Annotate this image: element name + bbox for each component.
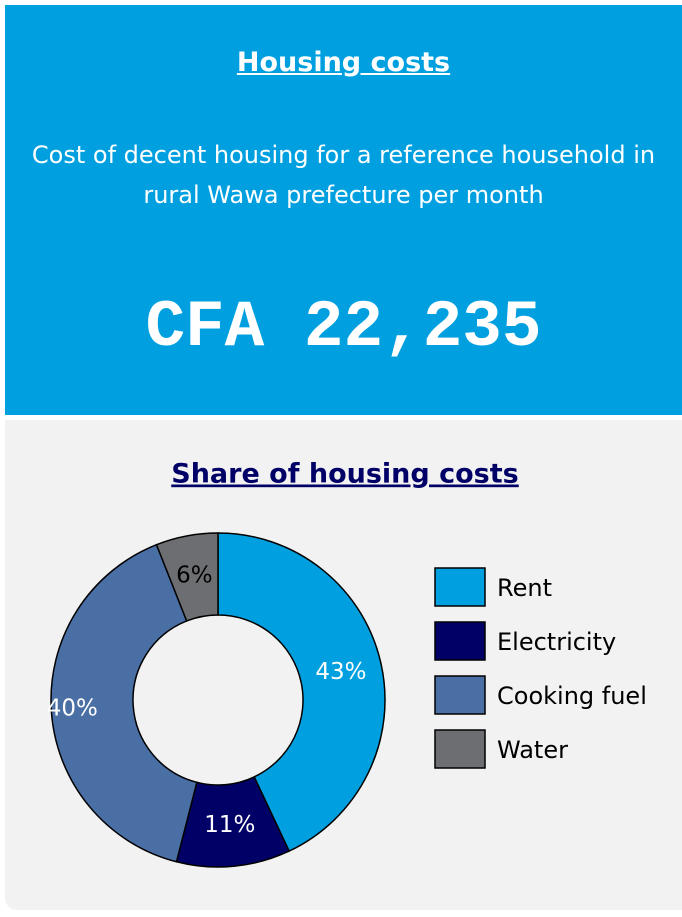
donut-segment — [155, 532, 219, 622]
legend-swatch — [434, 729, 486, 769]
legend-label: Water — [497, 736, 568, 764]
legend-swatch — [434, 567, 486, 607]
legend-swatch — [434, 675, 486, 715]
legend-label: Electricity — [497, 628, 616, 656]
header-description: Cost of decent housing for a reference h… — [31, 141, 656, 209]
header-title: Housing costs — [236, 47, 451, 78]
data-label: 6% — [176, 563, 213, 589]
donut-segment — [217, 532, 386, 853]
donut-segment — [50, 543, 198, 863]
data-label: 11% — [204, 812, 255, 838]
header-panel: Housing costs Cost of decent housing for… — [5, 5, 682, 415]
legend-label: Rent — [497, 574, 552, 602]
header-amount: CFA 22,235 — [145, 290, 542, 365]
legend-swatch — [434, 621, 486, 661]
data-label: 40% — [47, 696, 98, 722]
data-label: 43% — [315, 659, 366, 685]
chart-title: Share of housing costs — [171, 459, 518, 490]
legend-label: Cooking fuel — [497, 682, 647, 710]
